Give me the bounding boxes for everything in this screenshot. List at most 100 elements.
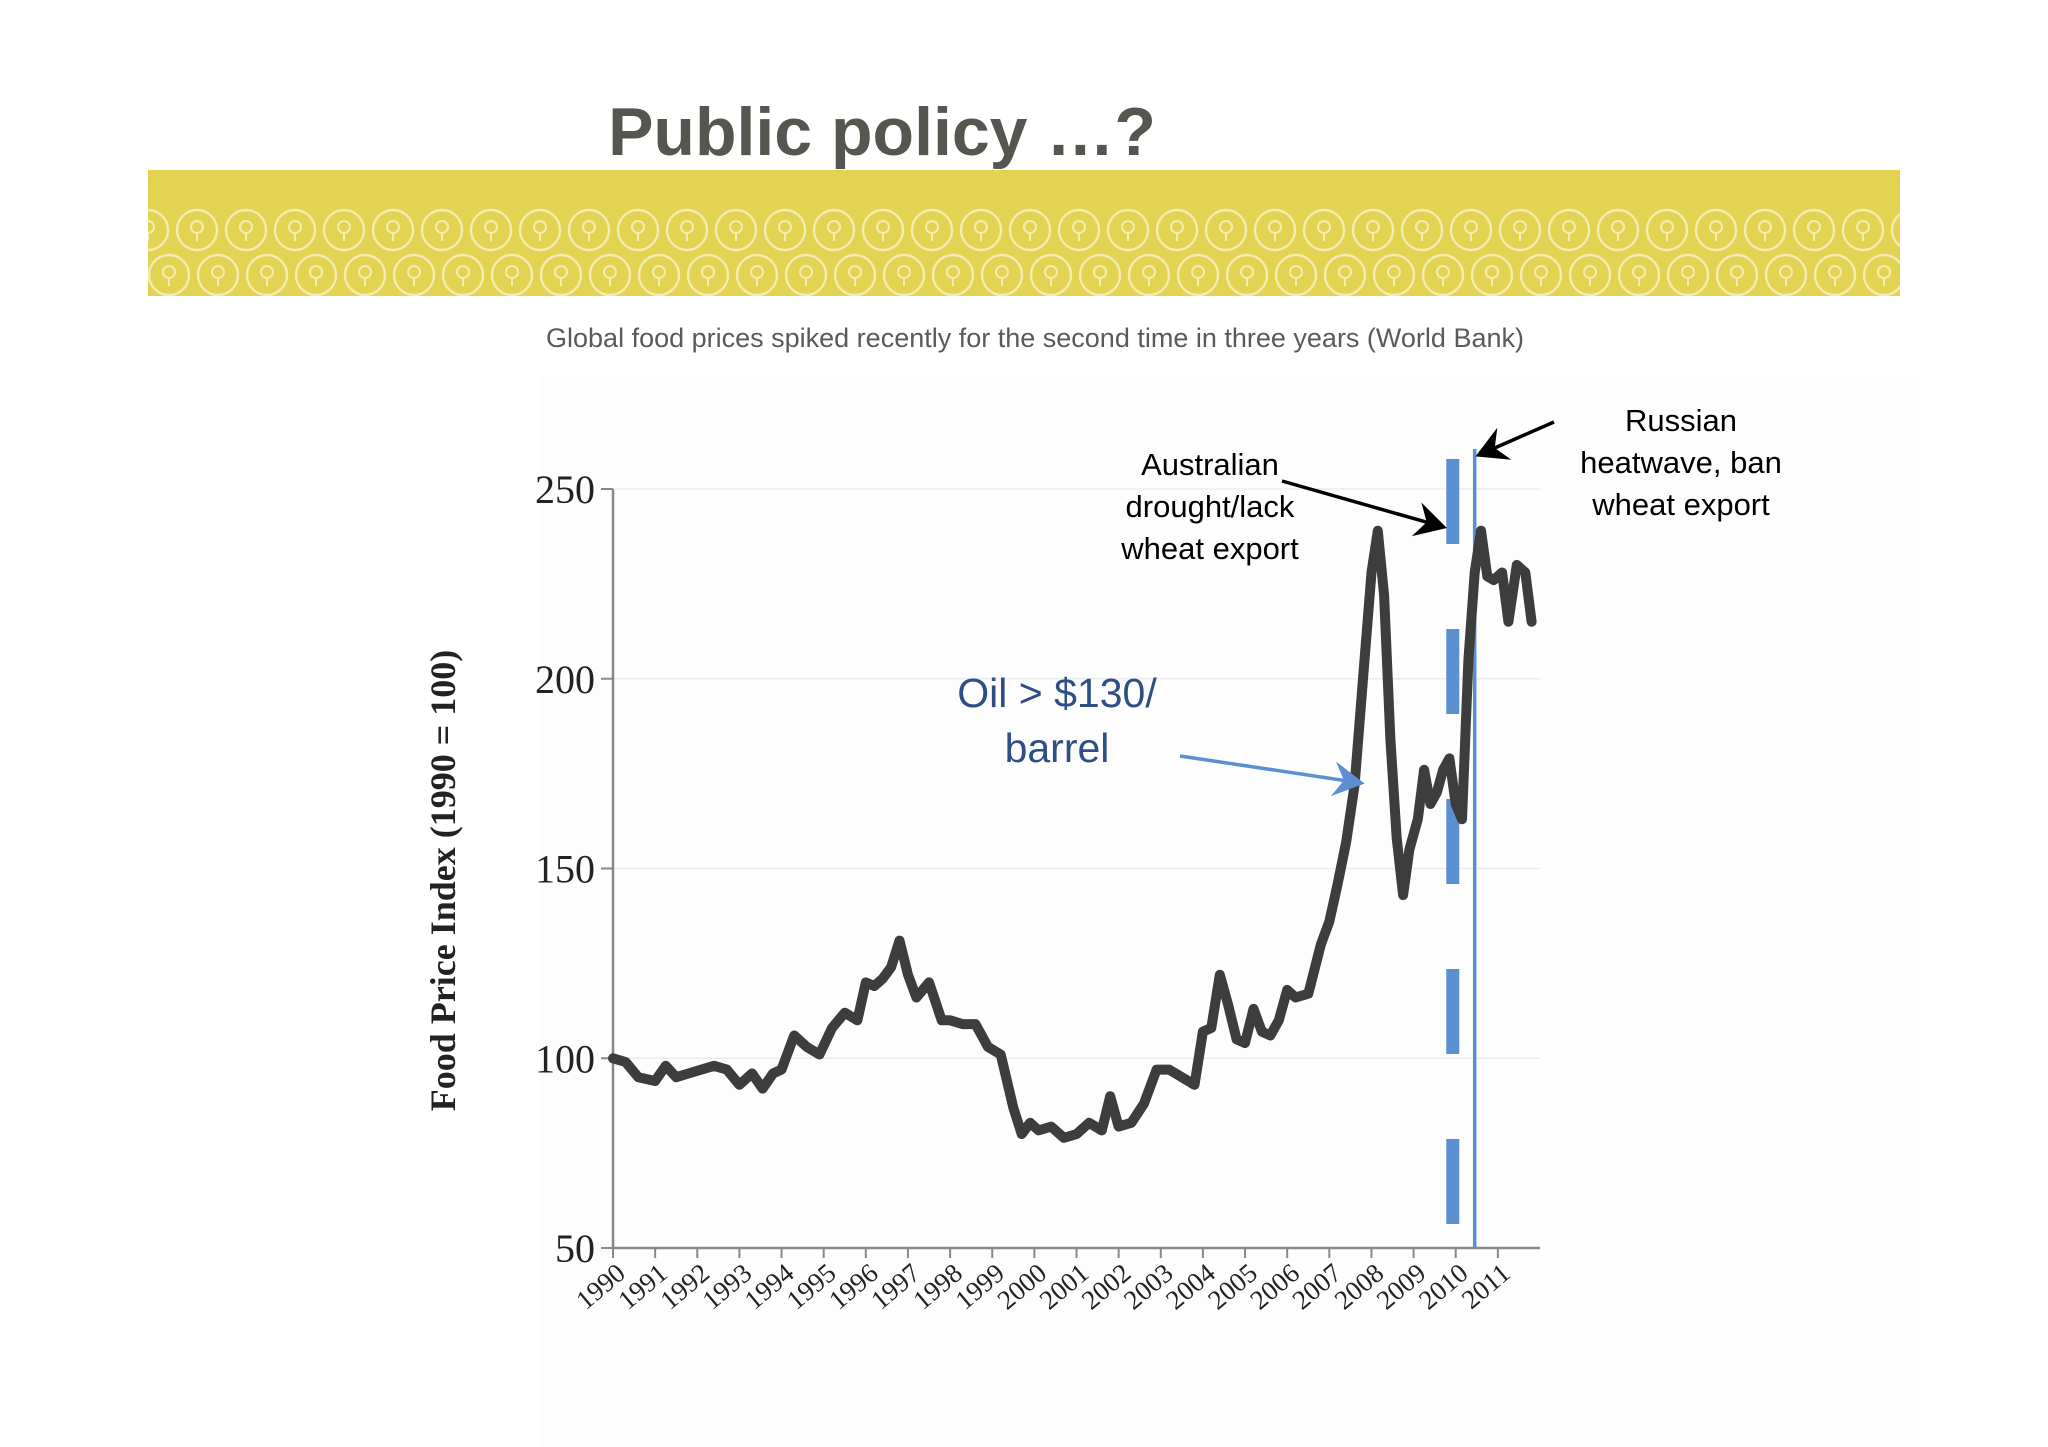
banner-glyph: [946, 265, 960, 279]
banner-circle: [1274, 253, 1318, 296]
banner-glyph: [1828, 265, 1842, 279]
banner-glyph: [1317, 220, 1331, 234]
banner-circle: [1890, 212, 1900, 248]
y-tick-label: 250: [535, 467, 595, 512]
banner-circle: [763, 208, 807, 252]
banner-circle: [1715, 253, 1759, 296]
arrow-oil-price: [1179, 754, 1365, 797]
y-tick-label: 150: [535, 847, 595, 892]
annotation-russian-heatwave: heatwave, ban: [1580, 445, 1782, 480]
banner-glyph: [848, 265, 862, 279]
banner-circle: [1372, 253, 1416, 296]
banner-glyph: [1856, 220, 1870, 234]
banner-circle: [833, 253, 877, 296]
banner-circle: [1449, 208, 1493, 252]
banner-glyph: [778, 220, 792, 234]
banner-glyph: [1023, 220, 1037, 234]
banner-circle: [959, 208, 1003, 252]
banner-glyph: [897, 265, 911, 279]
banner-glyph: [1121, 220, 1135, 234]
banner-circle: [148, 253, 191, 296]
banner-circle: [588, 253, 632, 296]
food-price-line: [608, 525, 1537, 1143]
banner-circle: [714, 208, 758, 252]
banner-glyph: [827, 220, 841, 234]
arrow-australian-drought: [1281, 479, 1447, 537]
banner-circle: [1813, 253, 1857, 296]
banner-glyph: [1562, 220, 1576, 234]
banner-glyph: [435, 220, 449, 234]
banner-circle: [1078, 253, 1122, 296]
banner-circle: [1498, 208, 1542, 252]
annotation-russian-heatwave: wheat export: [1591, 487, 1770, 522]
banner-glyph: [1366, 220, 1380, 234]
banner-circle: [1519, 253, 1563, 296]
banner-circle: [1666, 253, 1710, 296]
banner-circle: [1400, 208, 1444, 252]
banner-glyph: [1660, 220, 1674, 234]
banner-glyph: [799, 265, 813, 279]
banner-circle: [616, 208, 660, 252]
banner-circle: [1617, 253, 1661, 296]
banner-glyph: [1387, 265, 1401, 279]
banner-glyph: [288, 220, 302, 234]
banner-glyph: [1268, 220, 1282, 234]
banner-circle: [518, 208, 562, 252]
banner-pattern: [148, 208, 1900, 296]
banner-circle: [175, 208, 219, 252]
y-tick-label: 100: [535, 1036, 595, 1081]
banner-glyph: [701, 265, 715, 279]
banner-circle: [1351, 208, 1395, 252]
banner-glyph: [974, 220, 988, 234]
banner-circle: [1008, 208, 1052, 252]
food-price-chart: 5010015020025019901991199219931994199519…: [423, 403, 1782, 1315]
banner-glyph: [750, 265, 764, 279]
banner-circle: [1421, 253, 1465, 296]
banner-circle: [637, 253, 681, 296]
banner-circle: [1596, 208, 1640, 252]
banner-circle: [812, 208, 856, 252]
banner-glyph: [162, 265, 176, 279]
slide-title: Public policy …?: [608, 94, 1156, 170]
banner-glyph: [1436, 265, 1450, 279]
banner-circle: [420, 208, 464, 252]
banner-glyph: [1072, 220, 1086, 234]
banner-glyph: [505, 265, 519, 279]
slide-subtitle: Global food prices spiked recently for t…: [546, 323, 1524, 353]
banner-circle: [1547, 208, 1591, 252]
banner-circle: [1155, 208, 1199, 252]
x-tick-label: 2011: [1456, 1258, 1516, 1315]
banner-circle: [196, 253, 240, 296]
banner-glyph: [190, 220, 204, 234]
annotation-australian-drought: Australian: [1141, 447, 1279, 482]
banner-circle: [1470, 253, 1514, 296]
banner-circle: [371, 208, 415, 252]
banner-circle: [686, 253, 730, 296]
banner-circle: [1764, 253, 1808, 296]
banner-circle: [1862, 253, 1900, 296]
banner-circle: [1792, 208, 1836, 252]
banner-glyph: [1044, 265, 1058, 279]
banner-circle: [1176, 253, 1220, 296]
banner-glyph: [1219, 220, 1233, 234]
banner-circle: [1204, 208, 1248, 252]
banner-glyph: [1709, 220, 1723, 234]
annotation-oil-price: barrel: [1005, 725, 1110, 771]
banner-circle: [665, 208, 709, 252]
banner-glyph: [603, 265, 617, 279]
banner-glyph: [533, 220, 547, 234]
banner-glyph: [1142, 265, 1156, 279]
banner-glyph: [1632, 265, 1646, 279]
banner-glyph: [1338, 265, 1352, 279]
banner-glyph: [729, 220, 743, 234]
banner-glyph: [1289, 265, 1303, 279]
banner-circle: [784, 253, 828, 296]
banner-circle: [1841, 208, 1885, 252]
banner-glyph: [148, 220, 155, 234]
y-tick-label: 50: [555, 1226, 595, 1271]
banner-glyph: [582, 220, 596, 234]
banner-circle: [1253, 208, 1297, 252]
banner-circle: [224, 208, 268, 252]
banner-glyph: [211, 265, 225, 279]
banner-glyph: [1415, 220, 1429, 234]
